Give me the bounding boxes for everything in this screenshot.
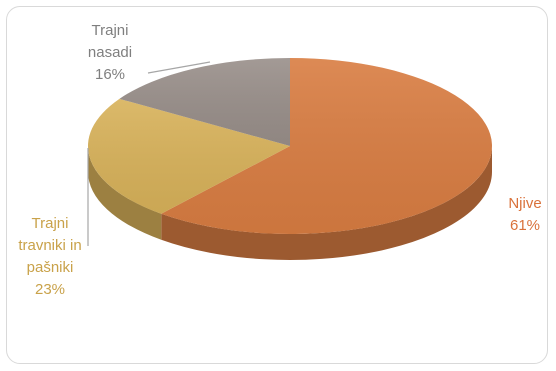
data-label-category-line: nasadi (88, 44, 132, 61)
data-label-trajni-nasadi: Trajni nasadi 16% (88, 22, 132, 83)
data-label-trajni-travniki-in-pasniki: Trajni travniki in pašniki 23% (18, 215, 81, 298)
data-label-category-line: Trajni (32, 215, 69, 232)
data-label-category-line: pašniki (27, 259, 74, 276)
data-label-value: 61% (510, 217, 540, 234)
data-label-category-line: Njive (508, 195, 541, 212)
data-label-category-line: travniki in (18, 237, 81, 254)
data-label-category-line: Trajni (92, 22, 129, 39)
pie-slice-shade-trajni-nasadi (119, 57, 290, 146)
leader-line-trajni-nasadi (147, 61, 211, 74)
data-label-njive: Njive 61% (508, 195, 541, 234)
data-label-value: 23% (35, 281, 65, 298)
data-label-value: 16% (95, 66, 125, 83)
pie-side-njive (161, 146, 492, 260)
pie-slice-shade-trajni-travniki-in-pasniki (88, 98, 290, 214)
pie-slice-shade-njive (161, 58, 493, 234)
pie-side-trajni-travniki-in-pasniki (88, 146, 162, 240)
